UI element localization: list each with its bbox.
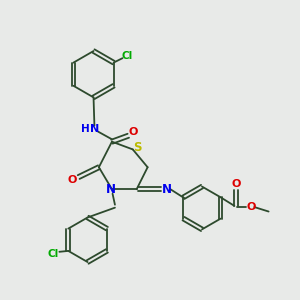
Text: N: N bbox=[90, 124, 100, 134]
Text: N: N bbox=[106, 183, 116, 196]
Text: O: O bbox=[246, 202, 256, 212]
Text: H: H bbox=[81, 124, 90, 134]
Text: N: N bbox=[162, 183, 172, 196]
Text: O: O bbox=[129, 127, 138, 136]
Text: S: S bbox=[134, 140, 142, 154]
Text: Cl: Cl bbox=[48, 249, 59, 259]
Text: O: O bbox=[68, 175, 77, 185]
Text: O: O bbox=[232, 178, 241, 189]
Text: Cl: Cl bbox=[122, 51, 133, 61]
